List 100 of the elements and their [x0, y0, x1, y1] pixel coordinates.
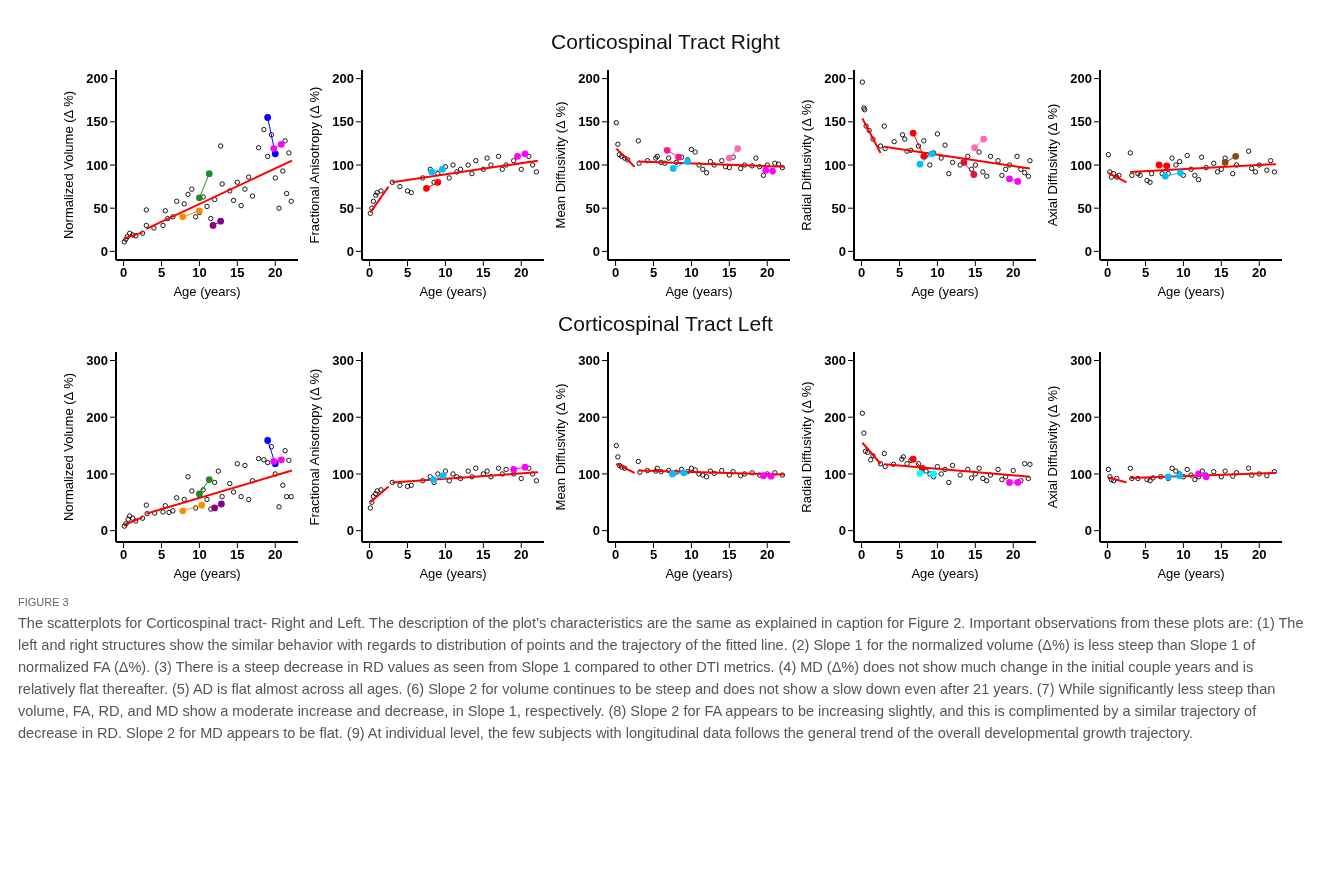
y-tick-label: 100: [86, 466, 108, 482]
y-tick-label: 50: [831, 200, 846, 216]
x-tick-label: 10: [930, 547, 945, 563]
y-tick-label: 200: [332, 71, 354, 87]
x-tick-label: 15: [230, 265, 245, 281]
x-axis-title: Age (years): [419, 284, 487, 299]
x-tick-label: 10: [930, 265, 945, 281]
x-tick-label: 5: [895, 265, 904, 281]
x-axis-title: Age (years): [1157, 284, 1225, 299]
x-tick-label: 10: [438, 265, 453, 281]
x-tick-label: 20: [1006, 265, 1021, 281]
x-tick-label: 15: [230, 547, 245, 563]
x-tick-label: 0: [119, 265, 128, 281]
x-tick-label: 0: [857, 265, 866, 281]
x-tick-label: 10: [684, 265, 699, 281]
y-tick-label: 300: [332, 353, 354, 369]
x-tick-label: 20: [514, 547, 529, 563]
y-tick-label: 200: [332, 409, 354, 425]
x-tick-label: 15: [1214, 547, 1229, 563]
y-tick-label: 0: [1084, 243, 1092, 259]
x-tick-label: 10: [684, 547, 699, 563]
x-tick-label: 5: [1141, 265, 1150, 281]
y-tick-label: 150: [1070, 114, 1092, 130]
x-axis-title: Age (years): [665, 284, 733, 299]
y-tick-label: 100: [578, 466, 600, 482]
y-axis-title: Radial Diffusivity (Δ %): [798, 381, 814, 513]
x-tick-label: 15: [722, 547, 737, 563]
x-tick-label: 10: [192, 265, 207, 281]
y-tick-label: 100: [1070, 157, 1092, 173]
y-tick-label: 200: [1070, 71, 1092, 87]
x-tick-label: 5: [157, 547, 166, 563]
y-tick-label: 300: [578, 353, 600, 369]
y-tick-label: 50: [1077, 200, 1092, 216]
x-tick-label: 5: [157, 265, 166, 281]
y-axis-title: Normalized Volume (Δ %): [60, 90, 76, 240]
y-tick-label: 150: [578, 114, 600, 130]
x-tick-label: 15: [476, 265, 491, 281]
y-axis-title: Axial Diffusivity (Δ %): [1044, 103, 1060, 227]
x-tick-label: 0: [1103, 547, 1112, 563]
y-tick-label: 150: [86, 114, 108, 130]
y-axis-title: Fractional Anisotropy (Δ %): [306, 368, 322, 526]
x-tick-label: 0: [365, 265, 374, 281]
x-tick-label: 5: [403, 547, 412, 563]
chart-title: Corticospinal Tract Left: [557, 312, 774, 336]
y-tick-label: 0: [1084, 523, 1092, 539]
y-tick-label: 0: [838, 523, 846, 539]
y-axis-title: Mean Diffusivity (Δ %): [552, 383, 568, 511]
y-axis-title: Mean Diffusivity (Δ %): [552, 101, 568, 229]
y-tick-label: 0: [346, 243, 354, 259]
x-tick-label: 0: [611, 547, 620, 563]
y-tick-label: 200: [86, 409, 108, 425]
y-tick-label: 0: [100, 243, 108, 259]
x-tick-label: 15: [968, 547, 983, 563]
y-tick-label: 100: [86, 157, 108, 173]
y-tick-label: 200: [824, 71, 846, 87]
x-axis-title: Age (years): [173, 284, 241, 299]
x-tick-label: 5: [895, 547, 904, 563]
x-axis-title: Age (years): [911, 284, 979, 299]
y-tick-label: 300: [86, 353, 108, 369]
y-tick-label: 50: [585, 200, 600, 216]
x-tick-label: 0: [119, 547, 128, 563]
y-tick-label: 300: [824, 353, 846, 369]
x-axis-title: Age (years): [419, 566, 487, 581]
x-tick-label: 20: [1252, 265, 1267, 281]
x-tick-label: 5: [649, 547, 658, 563]
x-axis-title: Age (years): [173, 566, 241, 581]
y-tick-label: 0: [346, 523, 354, 539]
y-tick-label: 150: [332, 114, 354, 130]
y-tick-label: 50: [93, 200, 108, 216]
x-tick-label: 20: [268, 265, 283, 281]
y-tick-label: 0: [838, 243, 846, 259]
x-tick-label: 0: [611, 265, 620, 281]
x-axis-title: Age (years): [911, 566, 979, 581]
x-tick-label: 20: [1252, 547, 1267, 563]
y-tick-label: 200: [578, 409, 600, 425]
x-tick-label: 5: [1141, 547, 1150, 563]
x-tick-label: 10: [438, 547, 453, 563]
y-tick-label: 200: [1070, 409, 1092, 425]
x-tick-label: 5: [403, 265, 412, 281]
y-tick-label: 100: [332, 157, 354, 173]
x-tick-label: 15: [722, 265, 737, 281]
y-tick-label: 0: [592, 523, 600, 539]
x-tick-label: 20: [1006, 547, 1021, 563]
x-tick-label: 20: [760, 265, 775, 281]
x-tick-label: 5: [649, 265, 658, 281]
y-tick-label: 100: [824, 157, 846, 173]
x-tick-label: 15: [968, 265, 983, 281]
x-tick-label: 10: [1176, 547, 1191, 563]
x-tick-label: 0: [1103, 265, 1112, 281]
x-tick-label: 15: [1214, 265, 1229, 281]
y-tick-label: 100: [1070, 466, 1092, 482]
text: The scatterplots for Corticospinal tract- Right and Left. The description of the plot’s characteristics are the same as explained in caption for Figure 2. Important observations from these plots are: (1) The left and right structures show the similar behavior with regards to distribution of points and the trajectory of the fitted line. (2) Slope 1 for the normalized volume (Δ%) is less steep than Slope 1 of normalized FA (Δ%). (3) There is a steep decrease in RD values as seen from Slope 1 compared to other DTI metrics. (4) MD (Δ%) does not show much change in the initial couple years and is relatively flat thereafter. (5) AD is flat almost across all ages. (6) Slope 2 for volume continues to be steep and does not show a slow down even after 21 years. (7) While significantly less steep than volume, FA, RD, and MD show a moderate increase and decrease, in Slope 1, respectively. (8) Slope 2 for FA appears to be increasing slightly, and this is complimented by a similar trajectory of decrease in RD. Slope 2 for MD appears to be flat. (9) At individual level, the few subjects with longitudinal data follows the general trend of the overall developmental growth trajectory.: [18, 614, 1305, 743]
y-tick-label: 100: [332, 466, 354, 482]
x-axis-title: Age (years): [1157, 566, 1225, 581]
y-axis-title: Axial Diffusivity (Δ %): [1044, 385, 1060, 509]
x-tick-label: 10: [192, 547, 207, 563]
x-tick-label: 20: [514, 265, 529, 281]
y-axis-title: Radial Diffusivity (Δ %): [798, 99, 814, 231]
x-tick-label: 15: [476, 547, 491, 563]
y-tick-label: 200: [578, 71, 600, 87]
